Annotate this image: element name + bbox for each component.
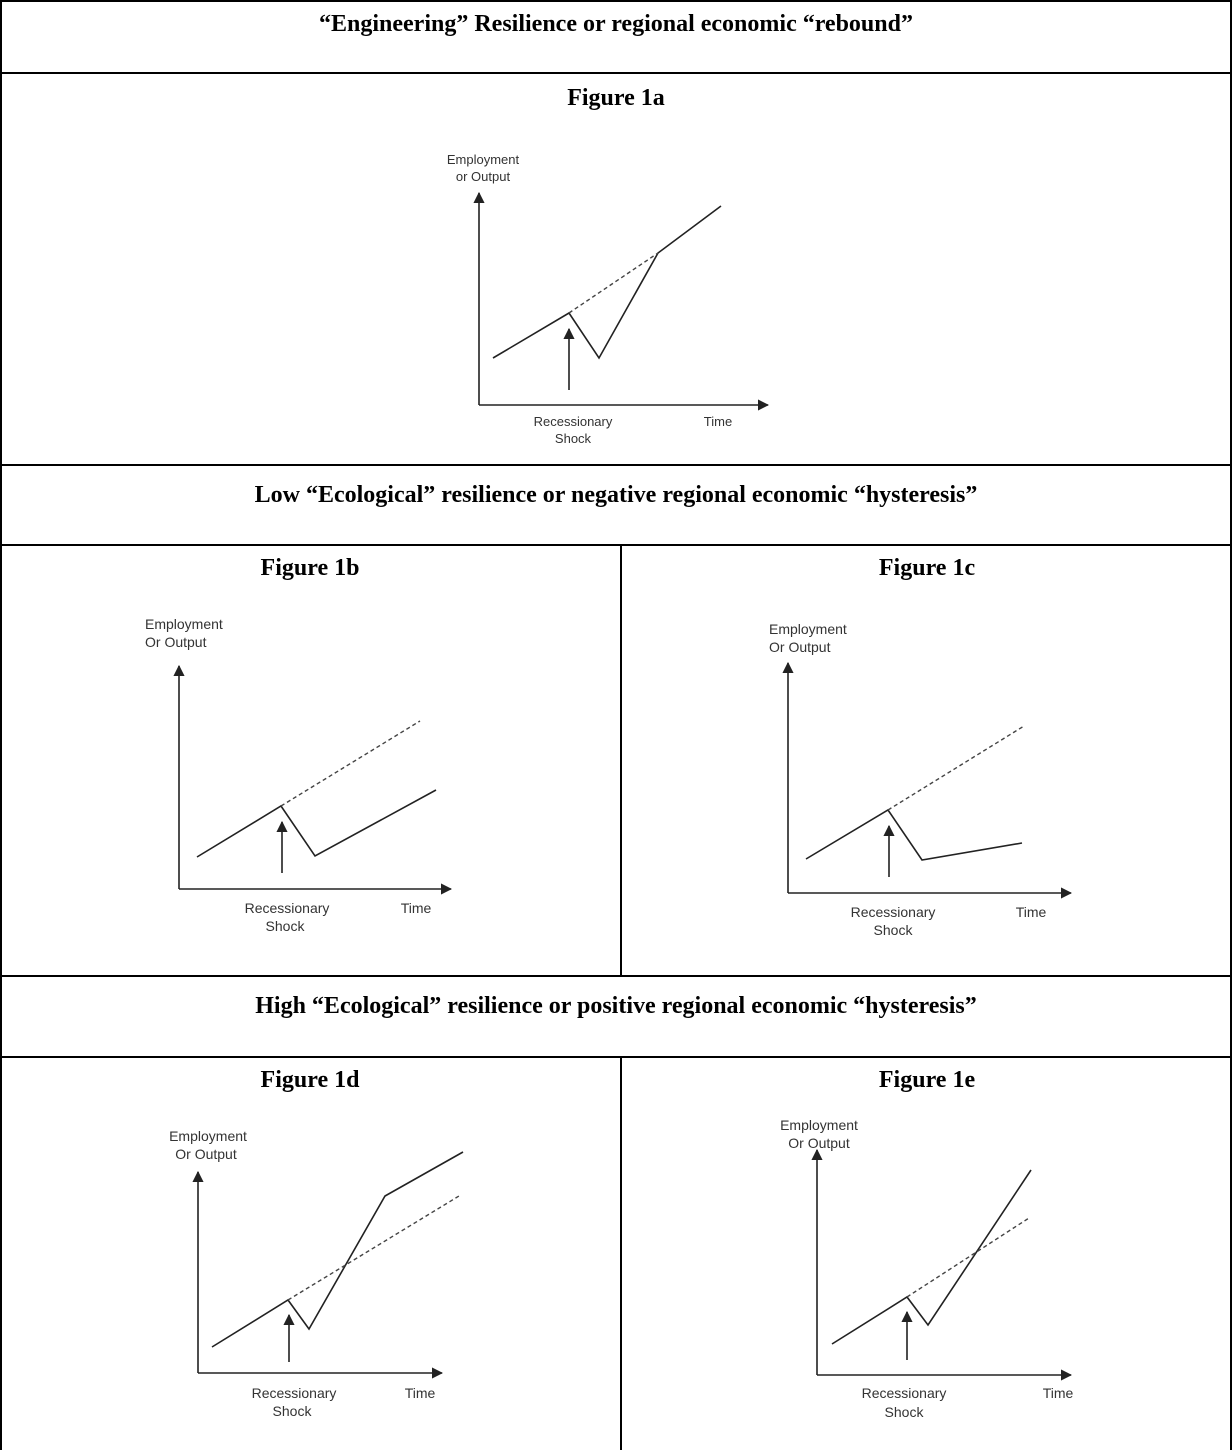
trend-dashed-line bbox=[568, 252, 659, 314]
border-right bbox=[1230, 0, 1232, 1450]
trend-dashed-line bbox=[887, 725, 1025, 811]
figure-1c-title: Figure 1c bbox=[878, 555, 976, 581]
shock-label: Shock bbox=[555, 431, 592, 446]
figure-1a-title: Figure 1a bbox=[567, 85, 665, 111]
row-divider bbox=[0, 975, 1232, 977]
y-axis-label: Employment bbox=[769, 621, 847, 637]
x-axis-label: Time bbox=[405, 1385, 436, 1401]
engineering-resilience-header: “Engineering” Resilience or regional eco… bbox=[319, 11, 913, 37]
shock-label: Recessionary bbox=[851, 904, 936, 920]
trajectory-line bbox=[196, 789, 437, 858]
row-divider bbox=[0, 544, 1232, 546]
trajectory-line bbox=[492, 205, 722, 360]
border-left bbox=[0, 0, 2, 1450]
shock-label: Shock bbox=[266, 918, 306, 934]
row-divider bbox=[0, 464, 1232, 466]
y-axis-label: Employment bbox=[145, 616, 223, 632]
shock-label: Recessionary bbox=[245, 900, 330, 916]
figure-1e-title: Figure 1e bbox=[878, 1067, 976, 1093]
high-ecological-resilience-header: High “Ecological” resilience or positive… bbox=[255, 993, 977, 1019]
low-ecological-resilience-header: Low “Ecological” resilience or negative … bbox=[254, 482, 978, 508]
shock-label: Recessionary bbox=[534, 414, 613, 429]
trend-dashed-line bbox=[906, 1217, 1030, 1298]
border-top bbox=[0, 0, 1232, 2]
trajectory-line bbox=[831, 1169, 1032, 1345]
y-axis-label: Or Output bbox=[769, 639, 831, 655]
y-axis-label: Employment bbox=[780, 1117, 858, 1133]
x-axis-label: Time bbox=[704, 414, 732, 429]
shock-label: Shock bbox=[874, 922, 914, 938]
column-divider bbox=[620, 1056, 622, 1450]
trajectory-line bbox=[211, 1151, 464, 1348]
shock-label: Shock bbox=[885, 1404, 925, 1420]
figure-1d-title: Figure 1d bbox=[260, 1067, 360, 1093]
x-axis-label: Time bbox=[401, 900, 432, 916]
x-axis-label: Time bbox=[1016, 904, 1047, 920]
figure-1b-title: Figure 1b bbox=[260, 555, 360, 581]
y-axis-label: Or Output bbox=[788, 1135, 850, 1151]
shock-label: Recessionary bbox=[252, 1385, 337, 1401]
y-axis-label: Employment bbox=[447, 152, 520, 167]
x-axis-label: Time bbox=[1043, 1385, 1074, 1401]
y-axis-label: or Output bbox=[456, 169, 511, 184]
row-divider bbox=[0, 1056, 1232, 1058]
trend-dashed-line bbox=[287, 1195, 460, 1301]
trend-dashed-line bbox=[280, 720, 421, 807]
trajectory-line bbox=[805, 808, 1023, 861]
y-axis-label: Or Output bbox=[175, 1146, 237, 1162]
y-axis-label: Or Output bbox=[145, 634, 207, 650]
shock-label: Shock bbox=[273, 1403, 313, 1419]
row-divider bbox=[0, 72, 1232, 74]
shock-label: Recessionary bbox=[862, 1385, 947, 1401]
column-divider bbox=[620, 544, 622, 977]
y-axis-label: Employment bbox=[169, 1128, 247, 1144]
